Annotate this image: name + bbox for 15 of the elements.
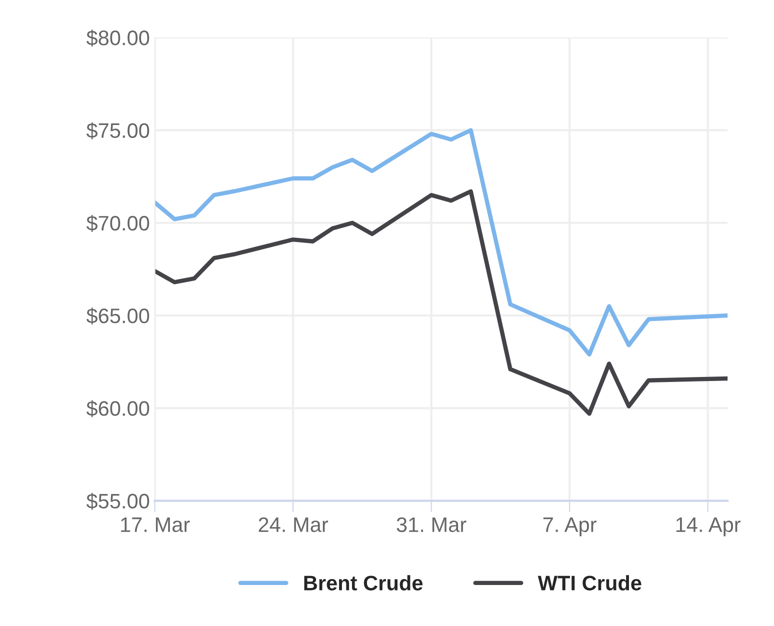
y-tick-label: $60.00 <box>86 400 150 418</box>
y-tick-label: $65.00 <box>86 308 150 324</box>
x-tick-label: 14. Apr <box>676 518 740 536</box>
legend-label: WTI Crude <box>538 575 642 590</box>
x-tick-label: 7. Apr <box>543 518 596 536</box>
y-tick-label: $80.00 <box>86 30 150 47</box>
y-tick-label: $70.00 <box>86 214 150 232</box>
x-tick-label: 17. Mar <box>121 518 190 532</box>
x-tick-label: 31. Mar <box>396 517 466 532</box>
legend-label: Brent Crude <box>304 575 423 590</box>
x-tick-label: 24. Mar <box>258 517 328 532</box>
y-tick-label: $55.00 <box>86 492 150 510</box>
line-series <box>154 128 728 356</box>
y-tick-label: $75.00 <box>86 122 150 140</box>
line-series <box>154 189 728 416</box>
